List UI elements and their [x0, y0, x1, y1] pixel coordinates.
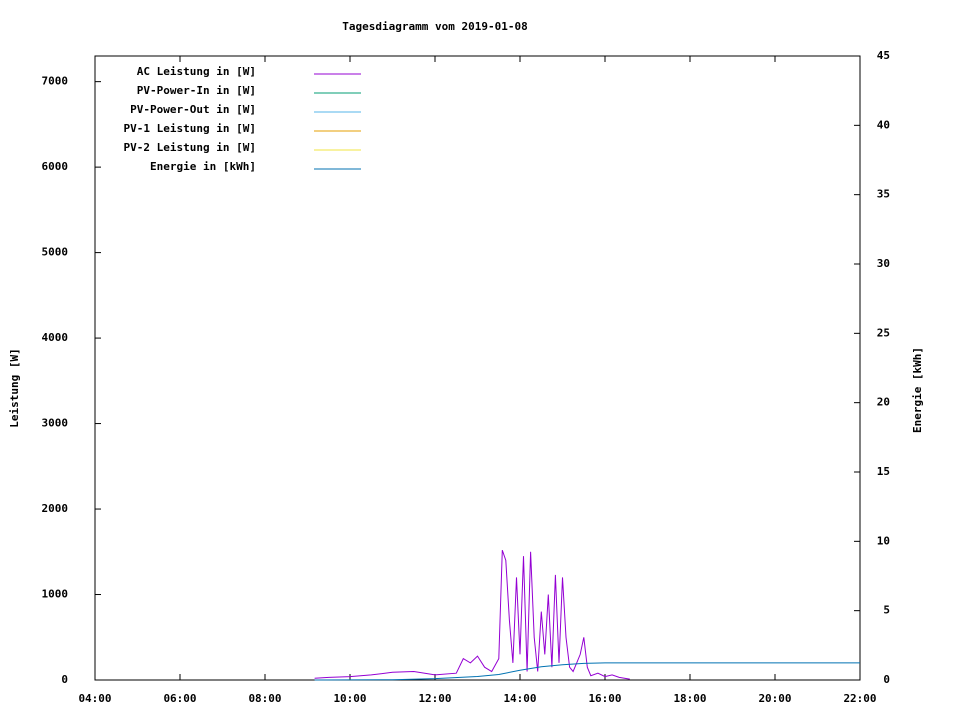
- y-axis-label: Leistung [W]: [8, 348, 21, 427]
- x-tick-label: 14:00: [503, 692, 536, 705]
- y-tick-label: 3000: [42, 417, 69, 430]
- legend-label: PV-Power-In in [W]: [137, 84, 256, 97]
- y2-tick-label: 5: [883, 604, 890, 617]
- y2-tick-label: 45: [877, 49, 890, 62]
- y-tick-label: 2000: [42, 502, 69, 515]
- x-tick-label: 16:00: [588, 692, 621, 705]
- y-tick-label: 6000: [42, 160, 69, 173]
- y2-tick-label: 30: [877, 257, 890, 270]
- data-line: [314, 662, 860, 681]
- x-tick-label: 22:00: [843, 692, 876, 705]
- y-tick-label: 4000: [42, 331, 69, 344]
- legend-label: PV-Power-Out in [W]: [130, 103, 256, 116]
- x-tick-label: 06:00: [163, 692, 196, 705]
- legend-label: PV-2 Leistung in [W]: [124, 141, 256, 154]
- y-tick-label: 1000: [42, 588, 69, 601]
- legend-label: PV-1 Leistung in [W]: [124, 122, 256, 135]
- y2-tick-label: 40: [877, 118, 890, 131]
- y-tick-label: 0: [61, 673, 68, 686]
- y2-tick-label: 15: [877, 465, 890, 478]
- x-tick-label: 12:00: [418, 692, 451, 705]
- x-tick-label: 08:00: [248, 692, 281, 705]
- chart-title: Tagesdiagramm vom 2019-01-08: [342, 20, 527, 33]
- y2-tick-label: 25: [877, 326, 890, 339]
- legend-label: Energie in [kWh]: [150, 160, 256, 173]
- y-tick-label: 7000: [42, 75, 69, 88]
- x-tick-label: 04:00: [78, 692, 111, 705]
- x-tick-label: 20:00: [758, 692, 791, 705]
- legend-label: AC Leistung in [W]: [137, 65, 256, 78]
- y2-tick-label: 10: [877, 534, 890, 547]
- plot-frame: [94, 55, 861, 681]
- x-tick-label: 10:00: [333, 692, 366, 705]
- y2-axis-label: Energie [kWh]: [911, 347, 924, 433]
- y2-tick-label: 20: [877, 396, 890, 409]
- y2-tick-label: 35: [877, 188, 890, 201]
- y-tick-label: 5000: [42, 246, 69, 259]
- y2-tick-label: 0: [883, 673, 890, 686]
- x-tick-label: 18:00: [673, 692, 706, 705]
- data-line: [314, 549, 630, 680]
